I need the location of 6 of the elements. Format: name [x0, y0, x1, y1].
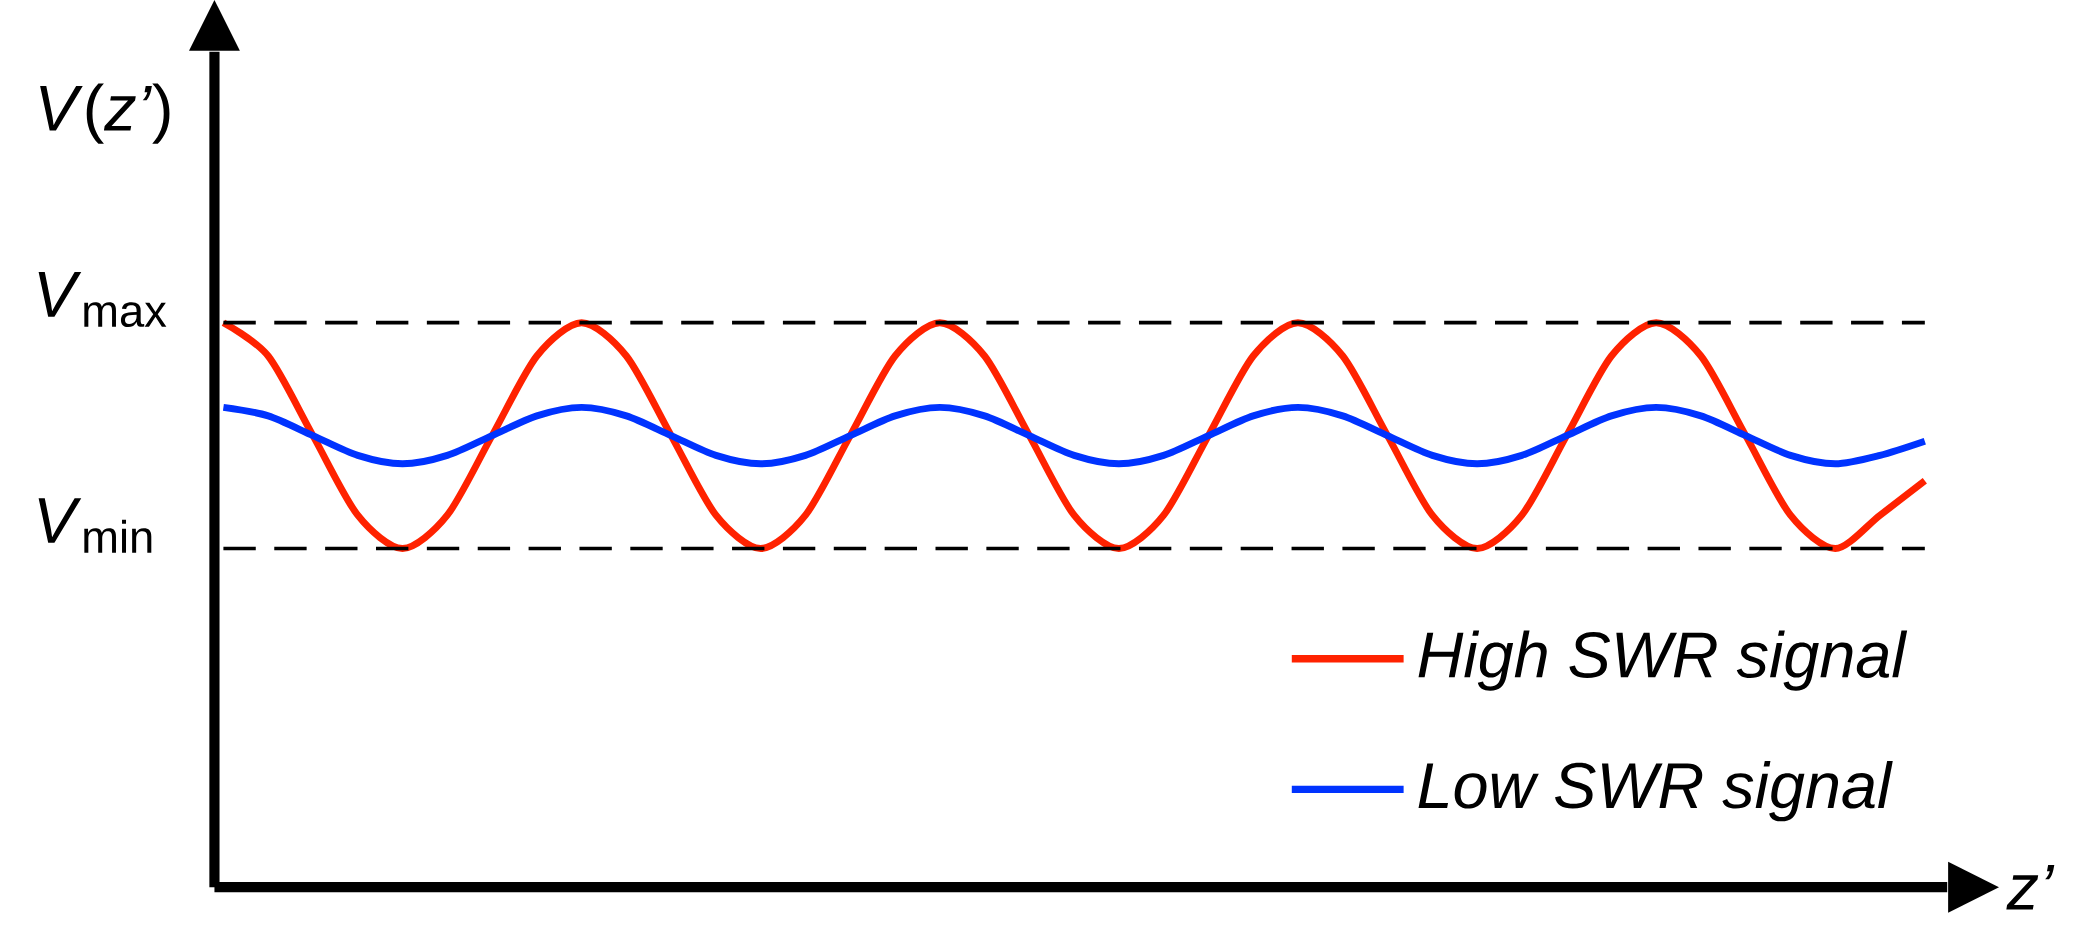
legend-label: High SWR signal	[1418, 630, 1908, 691]
x-axis-title: z’	[2006, 864, 2055, 910]
ref-line-label: V$_{max}$	[38, 272, 167, 328]
legend-label: Low SWR signal	[1418, 761, 1893, 822]
ref-line-label: V$_{min}$	[38, 498, 152, 553]
y-axis-title: V(z’)	[40, 83, 170, 144]
